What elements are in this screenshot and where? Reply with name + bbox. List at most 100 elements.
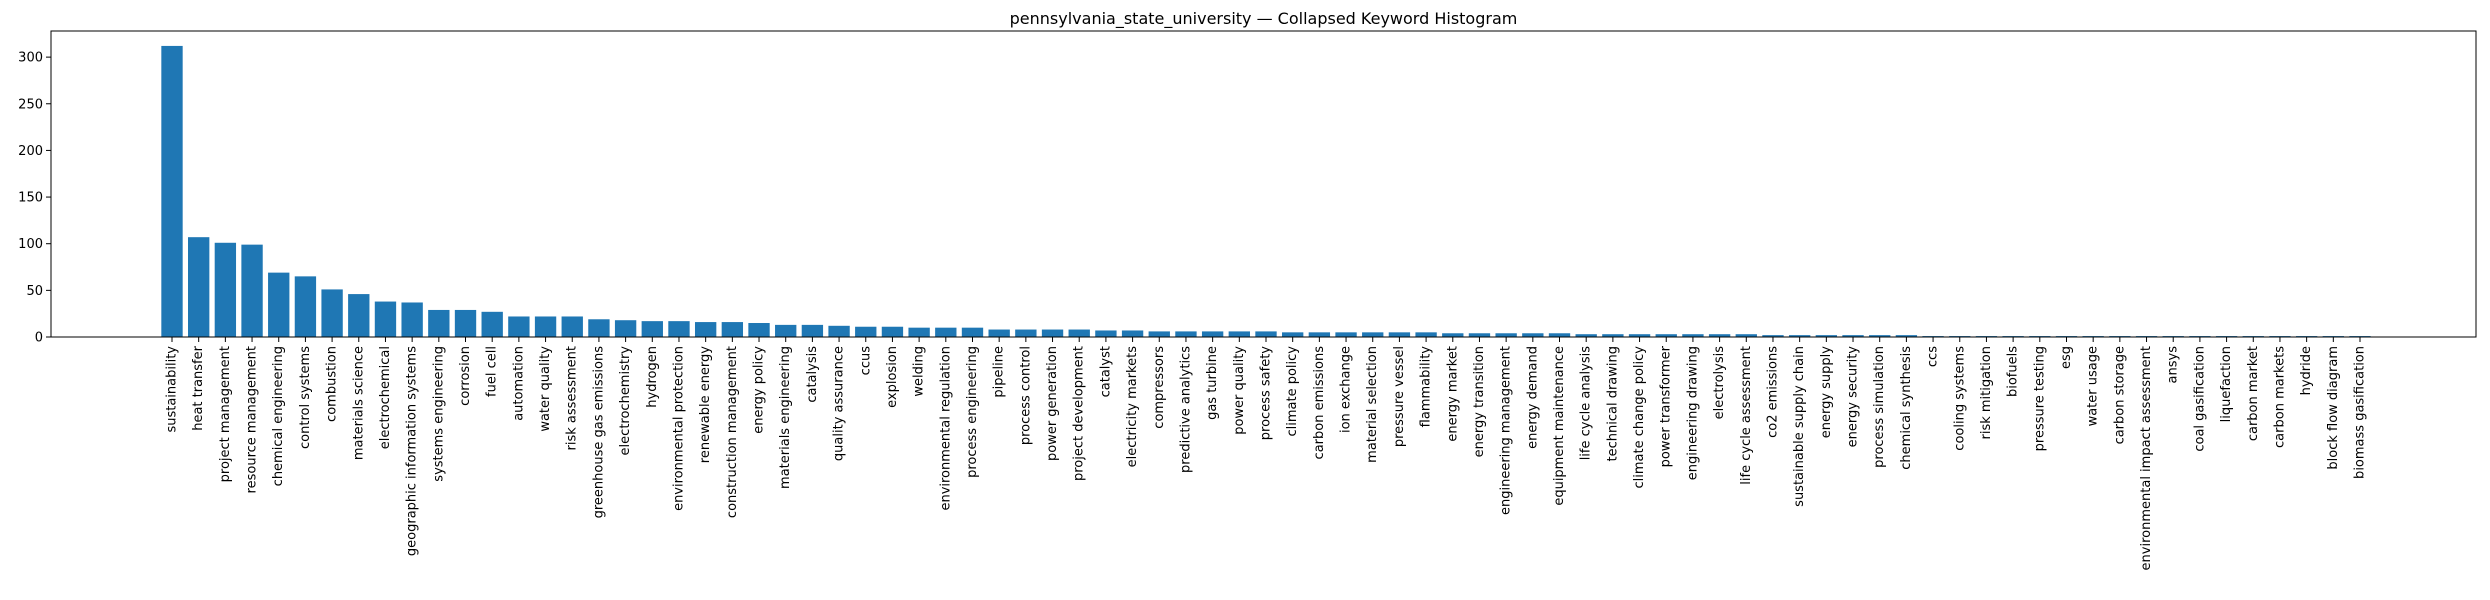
x-tick-label: energy security (1846, 346, 1861, 448)
x-tick-label: fuel cell (485, 346, 500, 397)
bar (721, 322, 744, 337)
bar (1308, 332, 1331, 337)
x-tick-label: systems engineering (431, 346, 446, 482)
x-tick-label: chemical synthesis (1899, 346, 1914, 470)
x-tick-label: catalysis (805, 346, 820, 403)
bar (855, 326, 877, 337)
x-tick-label: pressure vessel (1392, 346, 1407, 447)
x-tick-label: equipment maintenance (1552, 346, 1567, 506)
bar (1068, 329, 1090, 337)
bar (401, 302, 423, 337)
bar (694, 322, 717, 337)
x-tick-label: electrochemical (378, 346, 393, 449)
x-tick-label: esg (2059, 346, 2074, 369)
x-tick-label: electrolysis (1712, 346, 1727, 420)
bar (1522, 333, 1544, 337)
bar (1602, 334, 1624, 337)
x-tick-label: material selection (1365, 346, 1380, 463)
x-tick-label: climate policy (1285, 346, 1300, 437)
bar (1842, 335, 1864, 337)
x-tick-label: energy market (1445, 346, 1460, 442)
x-tick-label: heat transfer (191, 345, 206, 430)
y-tick-label: 50 (26, 284, 43, 299)
bar (881, 326, 904, 337)
x-tick-label: greenhouse gas emissions (591, 346, 606, 519)
x-tick-label: power transformer (1659, 345, 1674, 467)
x-tick-label: process simulation (1872, 346, 1887, 468)
x-tick-label: carbon storage (2112, 346, 2127, 444)
x-tick-label: energy transition (1472, 346, 1487, 457)
bar (935, 327, 957, 337)
bar (1628, 334, 1651, 337)
x-tick-label: risk mitigation (1979, 346, 1994, 440)
bar (1175, 331, 1197, 337)
x-tick-label: explosion (885, 346, 900, 408)
x-tick-label: compressors (1152, 346, 1167, 429)
x-tick-label: power quality (1232, 346, 1247, 435)
bar (1869, 335, 1891, 337)
x-tick-label: life cycle assessment (1739, 346, 1754, 485)
bar (428, 309, 450, 337)
x-tick-label: sustainability (165, 346, 180, 433)
x-tick-label: carbon markets (2272, 346, 2287, 448)
bar (1362, 332, 1384, 337)
bar (1201, 331, 1224, 337)
x-tick-label: water quality (538, 346, 553, 432)
bar (961, 327, 984, 337)
bar (1815, 335, 1838, 337)
bar (561, 316, 583, 337)
x-tick-label: project management (218, 346, 233, 482)
x-tick-label: welding (912, 346, 927, 397)
bar (801, 324, 824, 337)
bar (294, 276, 317, 337)
bar (1735, 334, 1757, 337)
x-tick-label: sustainable supply chain (1792, 346, 1807, 507)
bar-group (161, 45, 2371, 338)
x-tick-label: energy supply (1819, 346, 1834, 439)
x-tick-label: water usage (2086, 346, 2101, 426)
x-tick-label: coal gasification (2192, 346, 2207, 452)
x-tick-label: catalyst (1098, 346, 1113, 397)
plot-frame (50, 30, 2477, 338)
bar (1095, 330, 1117, 337)
x-tick-label: hydride (2299, 346, 2314, 395)
x-tick-label: process safety (1259, 346, 1274, 440)
bar (1708, 334, 1731, 337)
x-tick-label: automation (511, 346, 526, 421)
bar (348, 294, 370, 337)
x-tick-label: carbon market (2246, 346, 2261, 441)
bar (374, 301, 397, 337)
x-tick-label: construction management (725, 346, 740, 518)
bar (1415, 332, 1437, 337)
bar (988, 329, 1010, 337)
x-tick-label: materials engineering (778, 346, 793, 489)
bar (534, 316, 557, 337)
x-tick-label: renewable energy (698, 346, 713, 463)
bar (508, 316, 530, 337)
bar (1388, 332, 1411, 337)
x-tick-label: resource management (245, 346, 260, 493)
x-tick-label: ccs (1926, 346, 1941, 367)
x-tick-label: energy policy (752, 346, 767, 434)
bar (1041, 329, 1064, 337)
x-tick-label: engineering management (1499, 346, 1514, 515)
bar (748, 323, 770, 337)
x-tick-label: risk assessment (565, 346, 580, 450)
x-tick-label: gas turbine (1205, 346, 1220, 420)
x-tick-label: ccus (858, 346, 873, 376)
x-tick-label: control systems (298, 346, 313, 449)
x-tick-label: combustion (325, 346, 340, 422)
x-tick-label: life cycle analysis (1579, 346, 1594, 461)
x-tick-label: cooling systems (1952, 346, 1967, 451)
x-tick-label: block flow diagram (2326, 346, 2341, 470)
y-tick-label: 0 (35, 331, 43, 346)
x-tick-label: environmental impact assessment (2139, 346, 2154, 570)
bar (268, 272, 290, 337)
x-tick-label: biofuels (2006, 346, 2021, 397)
bar (1548, 333, 1571, 337)
bar (321, 289, 343, 337)
bar (1682, 334, 1704, 337)
x-tick-label: climate change policy (1632, 346, 1647, 489)
bar (1121, 330, 1144, 337)
